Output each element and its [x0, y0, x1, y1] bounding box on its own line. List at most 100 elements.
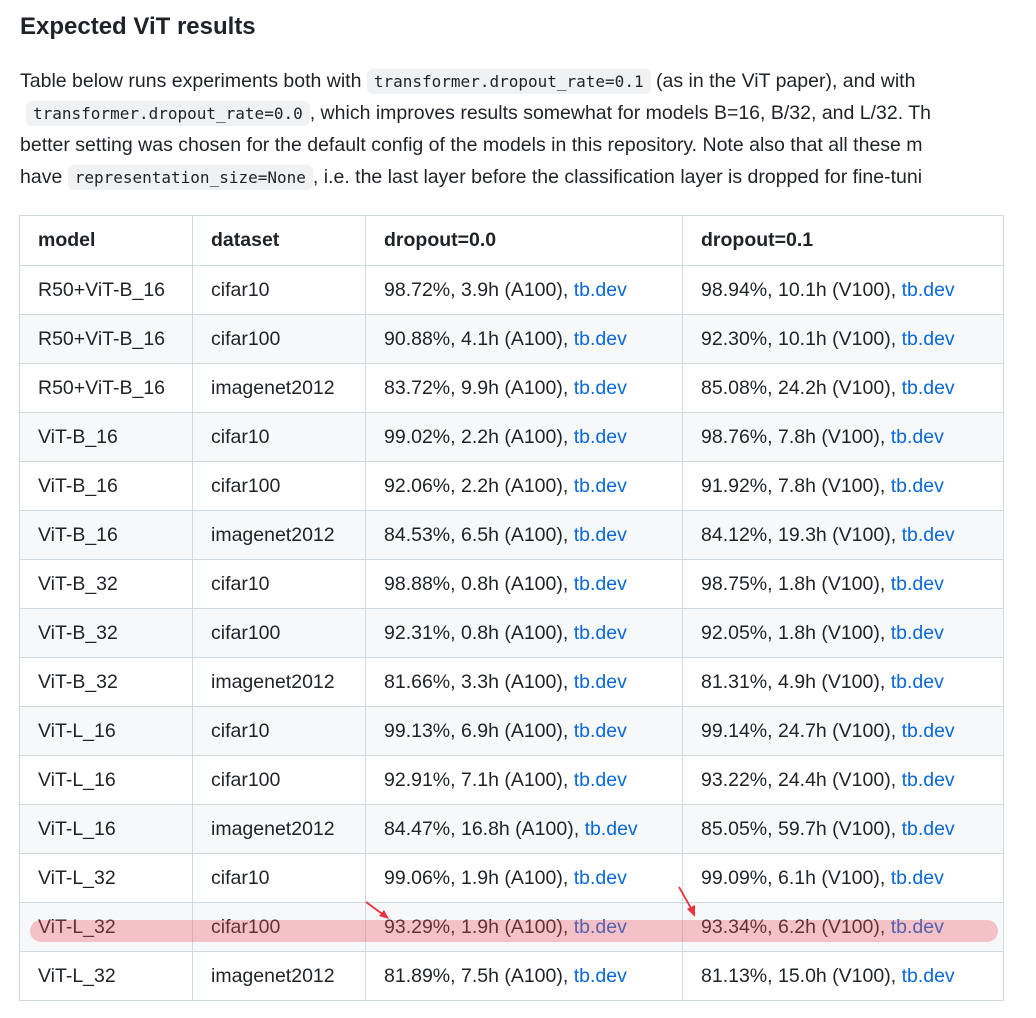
cell-dataset: cifar10 [192, 853, 366, 903]
cell-dropout-00: 83.72%, 9.9h (A100), tb.dev [365, 363, 683, 413]
paragraph-text: , i.e. the last layer before the classif… [312, 166, 923, 188]
cell-model: ViT-B_16 [19, 412, 193, 462]
tb-dev-link[interactable]: tb.dev [573, 964, 627, 987]
result-value: 98.88%, 0.8h (A100), [384, 572, 574, 595]
result-value: 92.30%, 10.1h (V100), [701, 327, 902, 350]
tb-dev-link[interactable]: tb.dev [573, 425, 627, 448]
table-row: ViT-L_16 cifar100 92.91%, 7.1h (A100), tb.… [19, 755, 1004, 805]
table-row: ViT-B_32 cifar100 92.31%, 0.8h (A100), tb.… [19, 608, 1004, 658]
cell-dropout-00: 84.47%, 16.8h (A100), tb.dev [365, 804, 683, 854]
result-value: 99.06%, 1.9h (A100), [384, 866, 574, 889]
result-value: 85.08%, 24.2h (V100), [701, 376, 902, 399]
tb-dev-link[interactable]: tb.dev [901, 376, 955, 399]
table-row: ViT-L_16 imagenet2012 84.47%, 16.8h (A100)… [19, 804, 1004, 854]
tb-dev-link[interactable]: tb.dev [573, 670, 627, 693]
section-heading: Expected ViT results [20, 13, 256, 40]
cell-dataset: cifar100 [192, 755, 366, 805]
result-value: 99.02%, 2.2h (A100), [384, 425, 574, 448]
cell-dataset: cifar10 [192, 412, 366, 462]
tb-dev-link[interactable]: tb.dev [573, 278, 627, 301]
tb-dev-link[interactable]: tb.dev [573, 621, 627, 644]
cell-model: R50+ViT-B_16 [19, 363, 193, 413]
tb-dev-link[interactable]: tb.dev [573, 866, 627, 889]
paragraph-text: (as in the ViT paper), and with [650, 70, 916, 92]
tb-dev-link[interactable]: tb.dev [890, 866, 944, 889]
cell-dropout-01: 85.05%, 59.7h (V100), tb.dev [682, 804, 1004, 854]
cell-dropout-01: 91.92%, 7.8h (V100), tb.dev [682, 461, 1004, 511]
result-value: 99.13%, 6.9h (A100), [384, 719, 574, 742]
tb-dev-link[interactable]: tb.dev [901, 327, 955, 350]
result-value: 81.66%, 3.3h (A100), [384, 670, 574, 693]
tb-dev-link[interactable]: tb.dev [901, 768, 955, 791]
paragraph-text: Table below runs experiments both with [20, 70, 367, 92]
cell-dropout-01: 93.22%, 24.4h (V100), tb.dev [682, 755, 1004, 805]
result-value: 81.31%, 4.9h (V100), [701, 670, 891, 693]
cell-model: ViT-B_16 [19, 510, 193, 560]
tb-dev-link[interactable]: tb.dev [890, 621, 944, 644]
cell-dataset: imagenet2012 [192, 510, 366, 560]
cell-dropout-01: 98.75%, 1.8h (V100), tb.dev [682, 559, 1004, 609]
cell-dropout-00: 99.02%, 2.2h (A100), tb.dev [365, 412, 683, 462]
result-value: 81.89%, 7.5h (A100), [384, 964, 574, 987]
result-value: 93.34%, 6.2h (V100), [701, 915, 891, 938]
paragraph-text: have [20, 166, 68, 188]
result-value: 99.09%, 6.1h (V100), [701, 866, 891, 889]
header-model: model [19, 215, 193, 266]
cell-model: ViT-L_32 [19, 951, 193, 1001]
inline-code-dropout-01: transformer.dropout_rate=0.1 [366, 69, 651, 94]
cell-dataset: cifar10 [192, 706, 366, 756]
result-value: 92.91%, 7.1h (A100), [384, 768, 574, 791]
table-header-row: model dataset dropout=0.0 dropout=0.1 [19, 215, 1004, 266]
tb-dev-link[interactable]: tb.dev [573, 474, 627, 497]
cell-model: ViT-L_16 [19, 755, 193, 805]
cell-dropout-00: 98.72%, 3.9h (A100), tb.dev [365, 265, 683, 315]
table-row: ViT-L_32 cifar10 99.06%, 1.9h (A100), tb.d… [19, 853, 1004, 903]
cell-dataset: cifar10 [192, 265, 366, 315]
cell-dropout-01: 92.05%, 1.8h (V100), tb.dev [682, 608, 1004, 658]
header-dataset: dataset [192, 215, 366, 266]
cell-dropout-01: 98.94%, 10.1h (V100), tb.dev [682, 265, 1004, 315]
tb-dev-link[interactable]: tb.dev [890, 670, 944, 693]
result-value: 84.12%, 19.3h (V100), [701, 523, 902, 546]
tb-dev-link[interactable]: tb.dev [890, 572, 944, 595]
tb-dev-link[interactable]: tb.dev [890, 474, 944, 497]
tb-dev-link[interactable]: tb.dev [890, 915, 944, 938]
cell-dataset: cifar100 [192, 314, 366, 364]
tb-dev-link[interactable]: tb.dev [890, 425, 944, 448]
result-value: 99.14%, 24.7h (V100), [701, 719, 902, 742]
cell-dropout-00: 81.89%, 7.5h (A100), tb.dev [365, 951, 683, 1001]
table-body: R50+ViT-B_16 cifar10 98.72%, 3.9h (A100), … [19, 265, 1004, 1001]
tb-dev-link[interactable]: tb.dev [573, 915, 627, 938]
cell-model: ViT-L_32 [19, 853, 193, 903]
table-row: ViT-B_16 imagenet2012 84.53%, 6.5h (A100),… [19, 510, 1004, 560]
cell-model: R50+ViT-B_16 [19, 265, 193, 315]
tb-dev-link[interactable]: tb.dev [573, 523, 627, 546]
tb-dev-link[interactable]: tb.dev [584, 817, 638, 840]
tb-dev-link[interactable]: tb.dev [573, 719, 627, 742]
inline-code-representation-size: representation_size=None [67, 165, 313, 190]
tb-dev-link[interactable]: tb.dev [901, 719, 955, 742]
tb-dev-link[interactable]: tb.dev [573, 327, 627, 350]
cell-dropout-00: 81.66%, 3.3h (A100), tb.dev [365, 657, 683, 707]
tb-dev-link[interactable]: tb.dev [901, 523, 955, 546]
tb-dev-link[interactable]: tb.dev [901, 817, 955, 840]
tb-dev-link[interactable]: tb.dev [573, 768, 627, 791]
tb-dev-link[interactable]: tb.dev [901, 278, 955, 301]
result-value: 91.92%, 7.8h (V100), [701, 474, 891, 497]
tb-dev-link[interactable]: tb.dev [573, 572, 627, 595]
cell-model: ViT-B_32 [19, 608, 193, 658]
tb-dev-link[interactable]: tb.dev [901, 964, 955, 987]
cell-dataset: cifar100 [192, 608, 366, 658]
table-row: ViT-B_32 cifar10 98.88%, 0.8h (A100), tb.d… [19, 559, 1004, 609]
header-dropout-01: dropout=0.1 [682, 215, 1004, 266]
table-row: ViT-L_32 imagenet2012 81.89%, 7.5h (A100),… [19, 951, 1004, 1001]
result-value: 98.72%, 3.9h (A100), [384, 278, 574, 301]
cell-dataset: cifar10 [192, 559, 366, 609]
table-row: ViT-L_32 cifar100 93.29%, 1.9h (A100), tb.… [19, 902, 1004, 952]
table-row: ViT-L_16 cifar10 99.13%, 6.9h (A100), tb.d… [19, 706, 1004, 756]
cell-dropout-00: 98.88%, 0.8h (A100), tb.dev [365, 559, 683, 609]
result-value: 84.53%, 6.5h (A100), [384, 523, 574, 546]
cell-model: ViT-B_32 [19, 657, 193, 707]
table-row: R50+ViT-B_16 cifar10 98.72%, 3.9h (A100), … [19, 265, 1004, 315]
tb-dev-link[interactable]: tb.dev [573, 376, 627, 399]
